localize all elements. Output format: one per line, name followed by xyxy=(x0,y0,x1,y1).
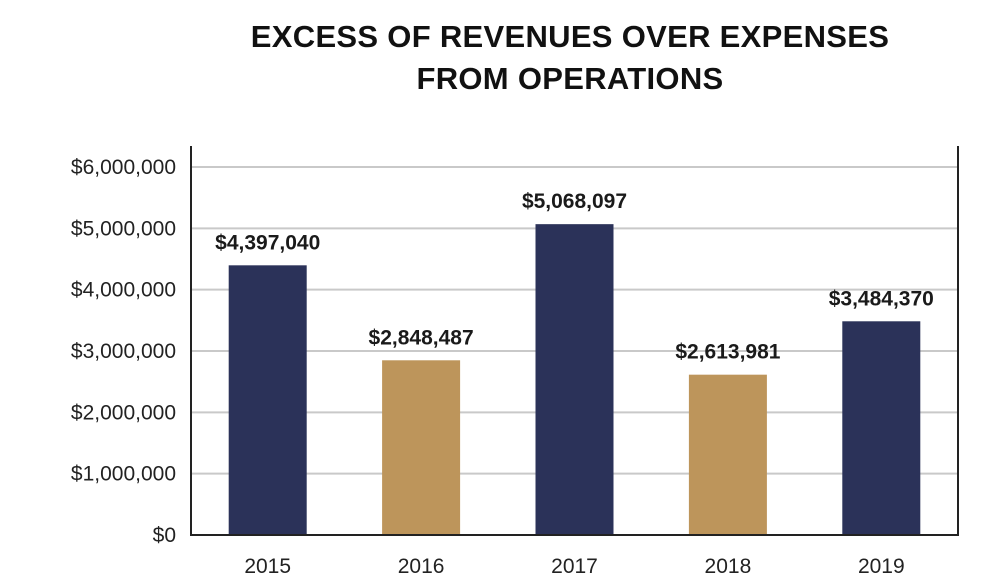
data-label: $2,613,981 xyxy=(675,341,780,364)
y-tick-label: $3,000,000 xyxy=(71,340,176,363)
x-tick-label: 2015 xyxy=(244,555,291,578)
data-labels: $4,397,040 $2,848,487 $5,068,097 $2,613,981… xyxy=(215,190,934,364)
y-tick-label: $1,000,000 xyxy=(71,463,176,486)
x-tick-label: 2018 xyxy=(705,555,752,578)
data-label: $4,397,040 xyxy=(215,231,320,254)
data-label: $2,848,487 xyxy=(369,326,474,349)
y-tick-labels: $0 $1,000,000 $2,000,000 $3,000,000 $4,000,0… xyxy=(71,156,176,547)
axes xyxy=(190,146,959,536)
x-tick-label: 2017 xyxy=(551,555,598,578)
x-tick-labels: 2015 2016 2017 2018 2019 xyxy=(244,555,904,578)
y-tick-label: $0 xyxy=(153,524,176,547)
x-tick-label: 2016 xyxy=(398,555,445,578)
y-tick-label: $5,000,000 xyxy=(71,217,176,240)
chart-title-line-1: EXCESS OF REVENUES OVER EXPENSES xyxy=(250,19,890,54)
y-tick-label: $4,000,000 xyxy=(71,279,176,302)
y-tick-label: $2,000,000 xyxy=(71,401,176,424)
chart-title: EXCESS OF REVENUES OVER EXPENSES FROM OP… xyxy=(170,16,970,100)
data-label: $5,068,097 xyxy=(522,190,627,213)
bars xyxy=(228,224,921,535)
bar xyxy=(535,224,614,535)
bar xyxy=(688,374,767,535)
x-tick-label: 2019 xyxy=(858,555,905,578)
data-label: $3,484,370 xyxy=(829,287,934,310)
bar xyxy=(842,321,921,535)
y-tick-label: $6,000,000 xyxy=(71,156,176,179)
chart-title-line-2: FROM OPERATIONS xyxy=(416,61,724,96)
bar xyxy=(382,360,461,535)
bar xyxy=(228,265,307,535)
